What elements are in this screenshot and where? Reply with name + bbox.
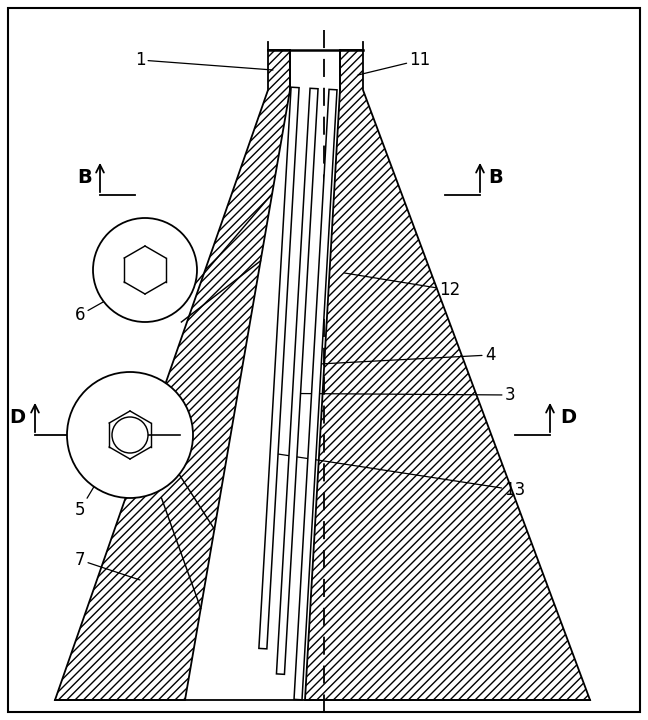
Text: B: B	[77, 168, 92, 187]
Text: 3: 3	[297, 386, 515, 404]
Circle shape	[93, 218, 197, 322]
Text: B: B	[488, 168, 503, 187]
Circle shape	[67, 372, 193, 498]
Text: 7: 7	[75, 551, 140, 580]
Circle shape	[112, 417, 148, 453]
Text: 1: 1	[135, 51, 273, 70]
Text: D: D	[560, 408, 576, 427]
Polygon shape	[294, 89, 337, 700]
Text: 11: 11	[358, 51, 431, 75]
Text: D: D	[9, 408, 25, 427]
Polygon shape	[305, 50, 590, 700]
Polygon shape	[259, 87, 299, 649]
Text: 5: 5	[75, 479, 98, 519]
Text: 13: 13	[274, 454, 526, 499]
Text: 4: 4	[318, 346, 495, 364]
Text: 12: 12	[345, 273, 461, 299]
Text: 6: 6	[75, 296, 114, 324]
Polygon shape	[277, 89, 318, 675]
Polygon shape	[55, 50, 290, 700]
